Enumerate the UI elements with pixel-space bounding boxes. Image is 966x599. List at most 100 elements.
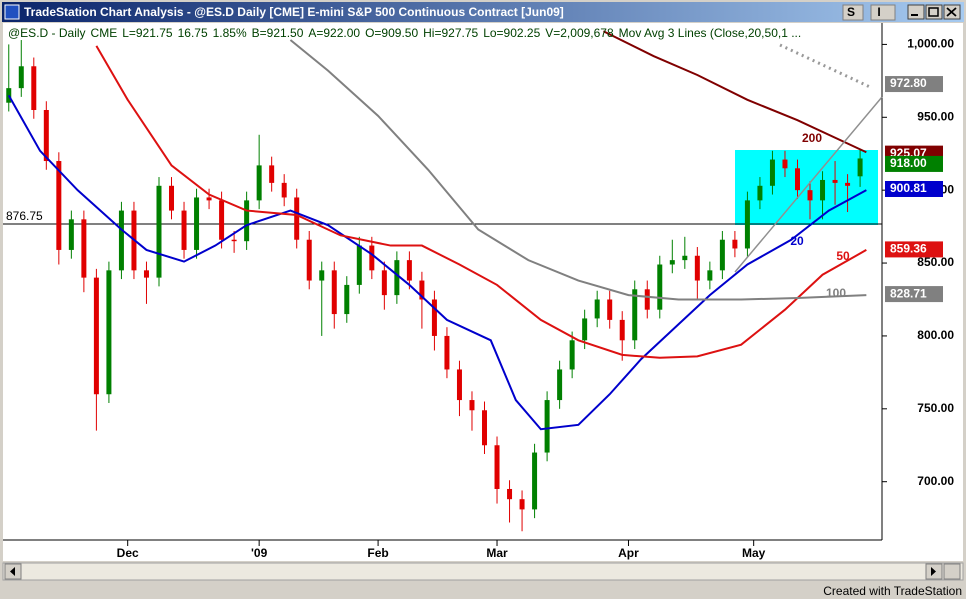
- candle-body: [206, 197, 212, 201]
- candle-body: [306, 239, 312, 281]
- candle-body: [632, 289, 638, 341]
- moving-average-label: 200: [802, 131, 822, 145]
- x-tick-label: Feb: [367, 546, 388, 560]
- candle-body: [719, 239, 725, 271]
- price-flag-label: 972.80: [890, 76, 927, 90]
- close-icon: [946, 7, 957, 17]
- candle-body: [106, 270, 112, 395]
- x-tick-label: '09: [251, 546, 268, 560]
- price-flag-label: 859.36: [890, 242, 927, 256]
- candle-body: [18, 66, 24, 89]
- minimize-button[interactable]: [907, 4, 925, 20]
- footer: Created with TradeStation: [823, 584, 962, 598]
- window-title: TradeStation Chart Analysis - @ES.D Dail…: [24, 5, 564, 19]
- candle-body: [657, 264, 663, 310]
- candle-body: [820, 179, 826, 201]
- candle-body: [619, 319, 625, 341]
- candle-body: [344, 284, 350, 315]
- candle-body: [169, 185, 175, 211]
- s-button[interactable]: [842, 4, 864, 21]
- candle-body: [857, 158, 863, 177]
- app-icon: [4, 4, 20, 20]
- price-flag: [885, 286, 943, 303]
- x-tick-label: Apr: [618, 546, 639, 560]
- price-flag: [885, 180, 943, 197]
- candle-body: [682, 255, 688, 261]
- candle-body: [43, 110, 49, 162]
- candle-body: [118, 210, 124, 271]
- candle-body: [231, 239, 237, 242]
- info-field: V=2,009,678: [545, 26, 614, 40]
- info-field: A=922.00: [308, 26, 360, 40]
- plot: 1,000.00950.00900.00850.00800.00750.0070…: [3, 26, 954, 560]
- y-tick-label: 800.00: [917, 328, 954, 342]
- i-button-label[interactable]: I: [877, 5, 880, 19]
- candle-body: [444, 335, 450, 370]
- y-tick-label: 850.00: [917, 255, 954, 269]
- candle-body: [794, 168, 800, 191]
- candle-body: [769, 159, 775, 186]
- price-flag: [885, 155, 943, 172]
- price-flag-label: 828.71: [890, 286, 927, 300]
- candle-body: [6, 88, 12, 103]
- info-field: B=921.50: [252, 26, 304, 40]
- candle-body: [181, 210, 187, 250]
- candle-body: [256, 165, 262, 201]
- info-field: Lo=902.25: [483, 26, 540, 40]
- candle-body: [394, 260, 400, 296]
- s-button-label[interactable]: S: [847, 5, 855, 19]
- y-tick-label: 700.00: [917, 474, 954, 488]
- candle-body: [244, 200, 250, 242]
- info-field: L=921.75: [122, 26, 173, 40]
- candle-body: [319, 270, 325, 281]
- candle-body: [757, 185, 763, 201]
- price-flag-label: 918.00: [890, 156, 927, 170]
- scroll-right-icon: [931, 567, 936, 576]
- candle-body: [482, 410, 488, 446]
- y-tick-label: 1,000.00: [907, 37, 954, 51]
- candle-body: [294, 197, 300, 240]
- candle-body: [569, 340, 575, 370]
- moving-average: [95, 45, 867, 359]
- i-button[interactable]: [870, 4, 896, 21]
- moving-average-label: 50: [836, 249, 850, 263]
- candle-body: [532, 452, 538, 510]
- chart-area: [3, 23, 963, 561]
- candle-body: [782, 159, 788, 169]
- candle-body: [269, 165, 275, 183]
- toolbar-buttons: S I: [842, 4, 961, 21]
- candle-body: [156, 185, 162, 278]
- x-tick-label: Mar: [486, 546, 508, 560]
- candle-body: [669, 260, 675, 265]
- candle-body: [594, 299, 600, 319]
- moving-average-label: 20: [790, 234, 804, 248]
- candle-body: [81, 219, 87, 278]
- info-field: O=909.50: [365, 26, 418, 40]
- scroll-end[interactable]: [943, 563, 961, 580]
- candle-body: [707, 270, 713, 281]
- candle-body: [56, 161, 62, 250]
- price-flag: [885, 76, 943, 93]
- candle-body: [419, 280, 425, 300]
- projection-line: [779, 43, 871, 89]
- candle-body: [607, 299, 613, 320]
- candle-body: [694, 255, 700, 281]
- info-field: Mov Avg 3 Lines (Close,20,50,1 ...: [619, 26, 802, 40]
- candle-body: [68, 219, 74, 250]
- candle-body: [507, 488, 513, 500]
- candle-body: [406, 260, 412, 281]
- candle-body: [331, 270, 337, 315]
- price-flag-label: 900.81: [890, 181, 927, 195]
- candle-body: [31, 66, 37, 110]
- info-field: @ES.D - Daily: [8, 26, 86, 40]
- x-tick-label: May: [742, 546, 766, 560]
- moving-average: [602, 30, 867, 154]
- candle-body: [369, 245, 375, 271]
- candle-body: [644, 289, 650, 310]
- scrollbar[interactable]: [2, 562, 964, 581]
- info-field: Hi=927.75: [423, 26, 478, 40]
- candle-body: [832, 179, 838, 183]
- candle-body: [519, 499, 525, 510]
